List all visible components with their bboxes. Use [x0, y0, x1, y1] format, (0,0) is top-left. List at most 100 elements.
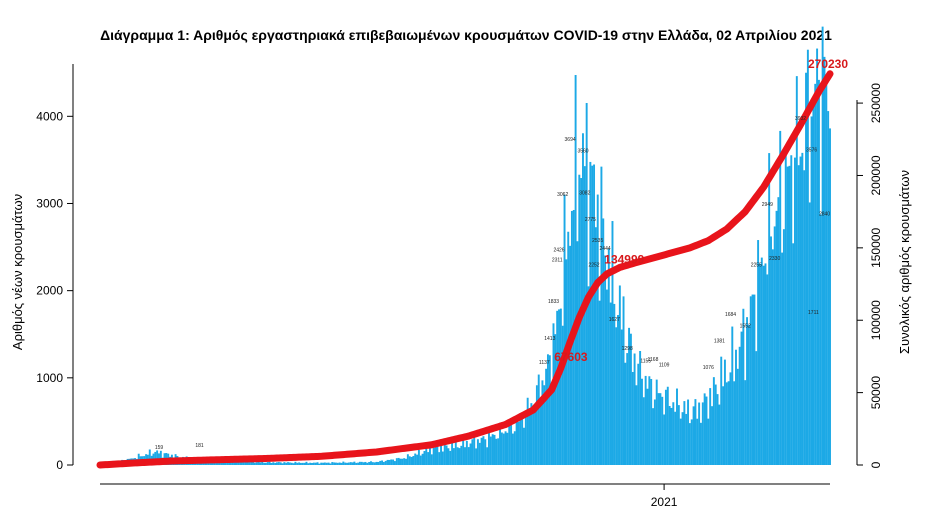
bar [546, 354, 549, 465]
bar [242, 462, 245, 465]
bar [305, 461, 308, 465]
bar [755, 351, 758, 465]
bar [602, 218, 605, 465]
bar [714, 384, 717, 465]
bar [524, 413, 527, 465]
bar [253, 462, 256, 465]
bar [801, 152, 804, 465]
bar-data-label: 2426 [553, 248, 564, 254]
bar-data-label: 3576 [806, 147, 817, 153]
left-y-axis-label: Αριθμός νέων κρουσμάτων [10, 194, 25, 350]
cumulative-cases-line [96, 70, 834, 469]
bar [598, 300, 601, 465]
bar [712, 377, 715, 465]
bar [646, 388, 649, 465]
bar [292, 463, 295, 465]
bar [688, 423, 691, 465]
bar [264, 462, 267, 465]
bar [347, 462, 350, 465]
bar [386, 459, 389, 465]
bar [156, 450, 159, 465]
bar [642, 397, 645, 465]
bar [447, 448, 450, 465]
bar [283, 462, 286, 465]
bar [725, 382, 728, 465]
bar [676, 388, 678, 465]
bar [707, 418, 710, 465]
bar [377, 461, 380, 465]
bar [779, 130, 782, 466]
bar [585, 103, 588, 465]
bar [628, 327, 631, 465]
bar [240, 460, 243, 465]
bar-data-label: 1381 [714, 339, 725, 345]
bar [441, 451, 444, 465]
right-y-tick-label: 200000 [869, 155, 883, 195]
bar [357, 462, 360, 465]
bar [537, 374, 540, 465]
bar [307, 463, 310, 465]
bar-data-label: 2255 [751, 262, 762, 268]
bar [744, 380, 747, 465]
bar [548, 355, 551, 465]
bar [790, 155, 793, 465]
bar-data-label: 1298 [622, 346, 633, 352]
bar [720, 356, 723, 465]
bar [731, 326, 734, 465]
bar-data-label: 2252 [588, 263, 599, 269]
bar [239, 461, 242, 465]
bar [626, 353, 629, 465]
bar [416, 454, 419, 465]
bar-data-label: 1109 [659, 362, 670, 368]
cumulative-callout: 134999 [604, 253, 644, 267]
bar [786, 166, 789, 466]
bar [797, 165, 800, 465]
bar [318, 463, 321, 465]
bar [742, 308, 745, 465]
bar [591, 165, 594, 466]
bar [558, 309, 560, 465]
bar [718, 404, 721, 465]
bar [261, 461, 264, 465]
chart-title: Διάγραμμα 1: Αριθμός εργαστηριακά επιβεβ… [100, 27, 832, 43]
bar [364, 461, 367, 465]
bar [738, 346, 741, 465]
bar [613, 303, 616, 465]
bar [799, 156, 802, 465]
bar [331, 462, 334, 465]
bar [425, 448, 428, 465]
bar [574, 75, 577, 465]
bar [535, 385, 538, 465]
bar [716, 394, 719, 465]
bar [244, 462, 247, 465]
bar [587, 286, 590, 465]
bar [287, 462, 289, 465]
left-y-tick-label: 1000 [36, 371, 63, 385]
bar [449, 450, 452, 465]
bar [467, 447, 470, 465]
bar [657, 393, 660, 465]
bar-data-label: 2330 [769, 256, 780, 262]
bar [397, 457, 400, 465]
bar [159, 450, 162, 465]
bar [629, 333, 632, 465]
bar [770, 236, 772, 465]
bar [351, 462, 354, 465]
bar-data-label: 159 [155, 445, 164, 451]
bar [358, 461, 361, 465]
bar [478, 442, 481, 465]
bar [469, 443, 472, 465]
bar [462, 437, 465, 465]
bar-data-label: 2949 [762, 202, 773, 208]
x-tick-label: 2021 [651, 495, 678, 509]
bar [788, 165, 791, 465]
bar [552, 323, 555, 465]
bar [746, 317, 749, 465]
bar [663, 414, 666, 465]
bar [576, 241, 579, 465]
bar [633, 353, 636, 465]
bar [757, 240, 760, 465]
left-y-tick-label: 2000 [36, 284, 63, 298]
bar [226, 461, 229, 465]
bar [609, 302, 612, 465]
